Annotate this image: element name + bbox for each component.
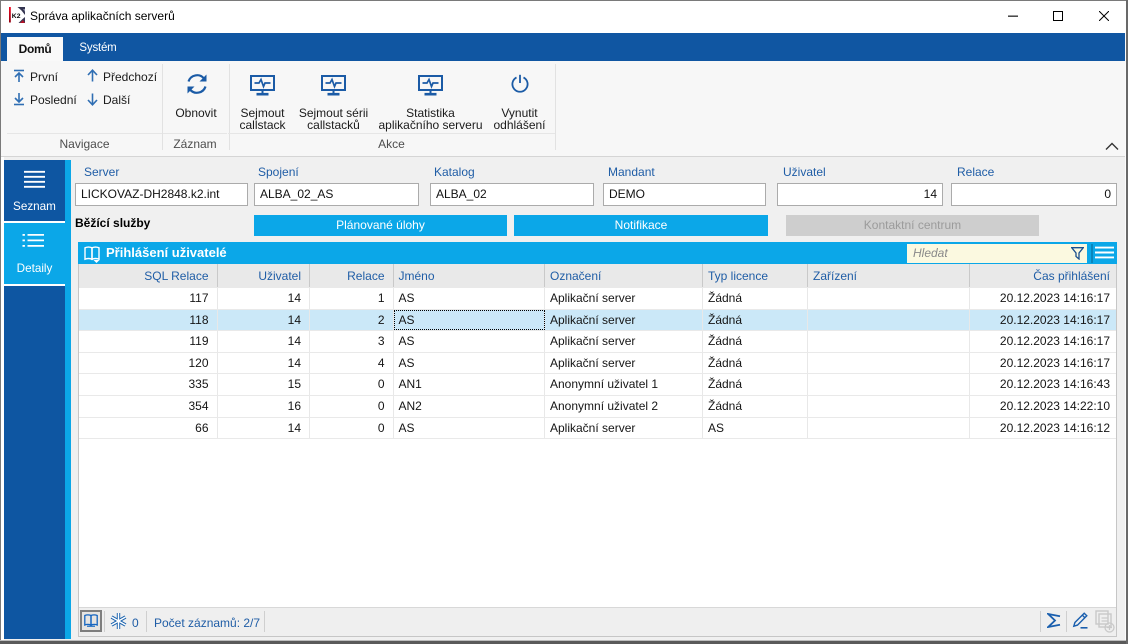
svg-text:K2: K2 xyxy=(12,13,21,20)
